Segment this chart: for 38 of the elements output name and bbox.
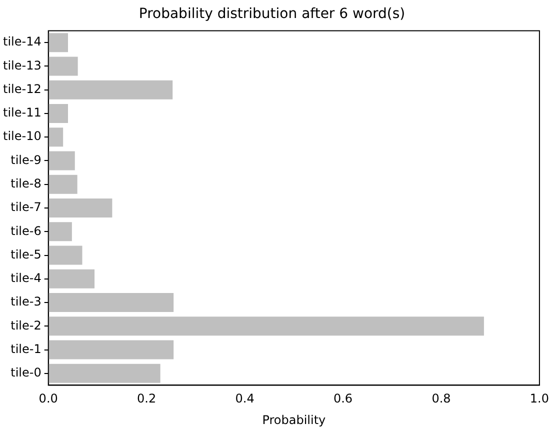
bar	[48, 246, 82, 265]
x-tick-label: 0.6	[333, 392, 353, 406]
y-tick-label: tile-5	[10, 247, 42, 262]
bar	[48, 316, 484, 336]
y-tick-label: tile-14	[2, 34, 42, 49]
y-tick-label: tile-10	[2, 129, 42, 144]
x-tick-label: 0.8	[432, 392, 451, 406]
bar	[48, 80, 173, 100]
bar	[48, 293, 174, 312]
y-tick-label: tile-6	[10, 224, 42, 238]
x-tick-label: 0.2	[137, 392, 156, 406]
bar	[48, 128, 64, 147]
bar	[48, 56, 78, 76]
y-tick-label: tile-13	[2, 58, 42, 72]
bar	[48, 222, 72, 242]
y-tick-label: tile-11	[2, 106, 42, 120]
bar	[48, 340, 174, 360]
x-axis-title: Probability	[262, 412, 326, 427]
x-tick-label: 1.0	[530, 392, 550, 406]
y-tick-label: tile-7	[10, 200, 42, 214]
y-tick-label: tile-0	[10, 366, 42, 380]
bar	[48, 174, 78, 194]
bar	[48, 33, 68, 52]
chart-title: Probability distribution after 6 word(s)	[138, 6, 406, 22]
y-tick-label: tile-4	[10, 271, 42, 286]
bar	[48, 151, 75, 170]
y-tick-label: tile-8	[10, 176, 42, 190]
bar	[48, 269, 95, 288]
y-tick-label: tile-1	[10, 342, 42, 356]
y-tick-label: tile-3	[10, 294, 42, 309]
x-tick-label: 0.4	[235, 392, 254, 406]
y-tick-label: tile-2	[10, 318, 42, 332]
x-tick-label: 0.0	[38, 392, 58, 406]
y-tick-label: tile-9	[10, 152, 42, 167]
bar	[48, 364, 160, 383]
bar	[48, 104, 68, 123]
y-tick-label: tile-12	[2, 82, 42, 96]
bar	[48, 198, 112, 218]
